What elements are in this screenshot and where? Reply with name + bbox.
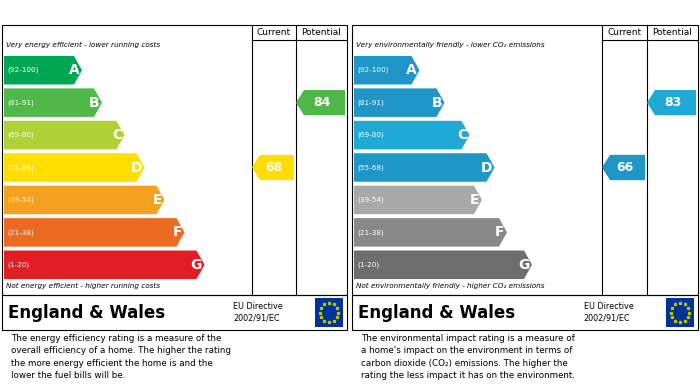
Text: Potential: Potential xyxy=(652,28,692,37)
FancyBboxPatch shape xyxy=(666,298,694,327)
Polygon shape xyxy=(602,155,645,180)
Text: The energy efficiency rating is a measure of the
overall efficiency of a home. T: The energy efficiency rating is a measur… xyxy=(10,334,230,380)
Text: (21-38): (21-38) xyxy=(7,229,34,236)
Polygon shape xyxy=(354,88,444,117)
Text: Current: Current xyxy=(608,28,642,37)
Text: 66: 66 xyxy=(616,161,633,174)
Text: (69-80): (69-80) xyxy=(357,132,384,138)
Text: 83: 83 xyxy=(664,96,681,109)
Text: G: G xyxy=(518,258,530,272)
Text: EU Directive
2002/91/EC: EU Directive 2002/91/EC xyxy=(584,303,634,323)
Text: (39-54): (39-54) xyxy=(357,197,384,203)
Text: E: E xyxy=(470,193,480,207)
Text: (55-68): (55-68) xyxy=(7,164,34,171)
Polygon shape xyxy=(4,121,125,149)
Text: (69-80): (69-80) xyxy=(7,132,34,138)
Polygon shape xyxy=(296,90,345,115)
Text: (55-68): (55-68) xyxy=(357,164,384,171)
Text: C: C xyxy=(457,128,467,142)
Text: Very environmentally friendly - lower CO₂ emissions: Very environmentally friendly - lower CO… xyxy=(356,42,545,48)
Text: C: C xyxy=(112,128,122,142)
Text: Not energy efficient - higher running costs: Not energy efficient - higher running co… xyxy=(6,283,160,289)
Polygon shape xyxy=(4,56,82,84)
Polygon shape xyxy=(252,155,294,180)
Polygon shape xyxy=(354,121,470,149)
Text: England & Wales: England & Wales xyxy=(8,303,165,321)
Text: (81-91): (81-91) xyxy=(7,99,34,106)
Text: (21-38): (21-38) xyxy=(357,229,384,236)
Polygon shape xyxy=(354,56,419,84)
Text: (39-54): (39-54) xyxy=(7,197,34,203)
Text: 68: 68 xyxy=(265,161,283,174)
Text: F: F xyxy=(173,225,182,239)
Text: B: B xyxy=(431,96,442,109)
Text: B: B xyxy=(89,96,99,109)
Text: Potential: Potential xyxy=(302,28,342,37)
Text: Energy Efficiency Rating: Energy Efficiency Rating xyxy=(10,6,194,19)
Text: A: A xyxy=(69,63,80,77)
Text: Current: Current xyxy=(257,28,291,37)
FancyBboxPatch shape xyxy=(315,298,343,327)
Polygon shape xyxy=(354,153,494,182)
Text: G: G xyxy=(190,258,202,272)
Text: D: D xyxy=(481,160,492,174)
Polygon shape xyxy=(354,186,482,214)
Text: The environmental impact rating is a measure of
a home's impact on the environme: The environmental impact rating is a mea… xyxy=(360,334,575,380)
Polygon shape xyxy=(4,186,164,214)
Text: Very energy efficient - lower running costs: Very energy efficient - lower running co… xyxy=(6,42,160,48)
Text: 84: 84 xyxy=(313,96,330,109)
Polygon shape xyxy=(4,218,185,247)
Polygon shape xyxy=(4,88,102,117)
Text: (92-100): (92-100) xyxy=(357,67,388,74)
Text: D: D xyxy=(131,160,142,174)
Polygon shape xyxy=(354,251,532,279)
Text: England & Wales: England & Wales xyxy=(358,303,515,321)
Text: F: F xyxy=(495,225,505,239)
Polygon shape xyxy=(4,153,144,182)
Text: (1-20): (1-20) xyxy=(7,262,29,268)
Polygon shape xyxy=(354,218,507,247)
Text: EU Directive
2002/91/EC: EU Directive 2002/91/EC xyxy=(233,303,283,323)
Text: A: A xyxy=(407,63,417,77)
Text: Not environmentally friendly - higher CO₂ emissions: Not environmentally friendly - higher CO… xyxy=(356,283,545,289)
Polygon shape xyxy=(4,251,204,279)
Text: (92-100): (92-100) xyxy=(7,67,38,74)
Text: E: E xyxy=(153,193,162,207)
Text: (1-20): (1-20) xyxy=(357,262,379,268)
Text: (81-91): (81-91) xyxy=(357,99,384,106)
Text: Environmental Impact (CO₂) Rating: Environmental Impact (CO₂) Rating xyxy=(360,6,623,19)
Polygon shape xyxy=(647,90,696,115)
